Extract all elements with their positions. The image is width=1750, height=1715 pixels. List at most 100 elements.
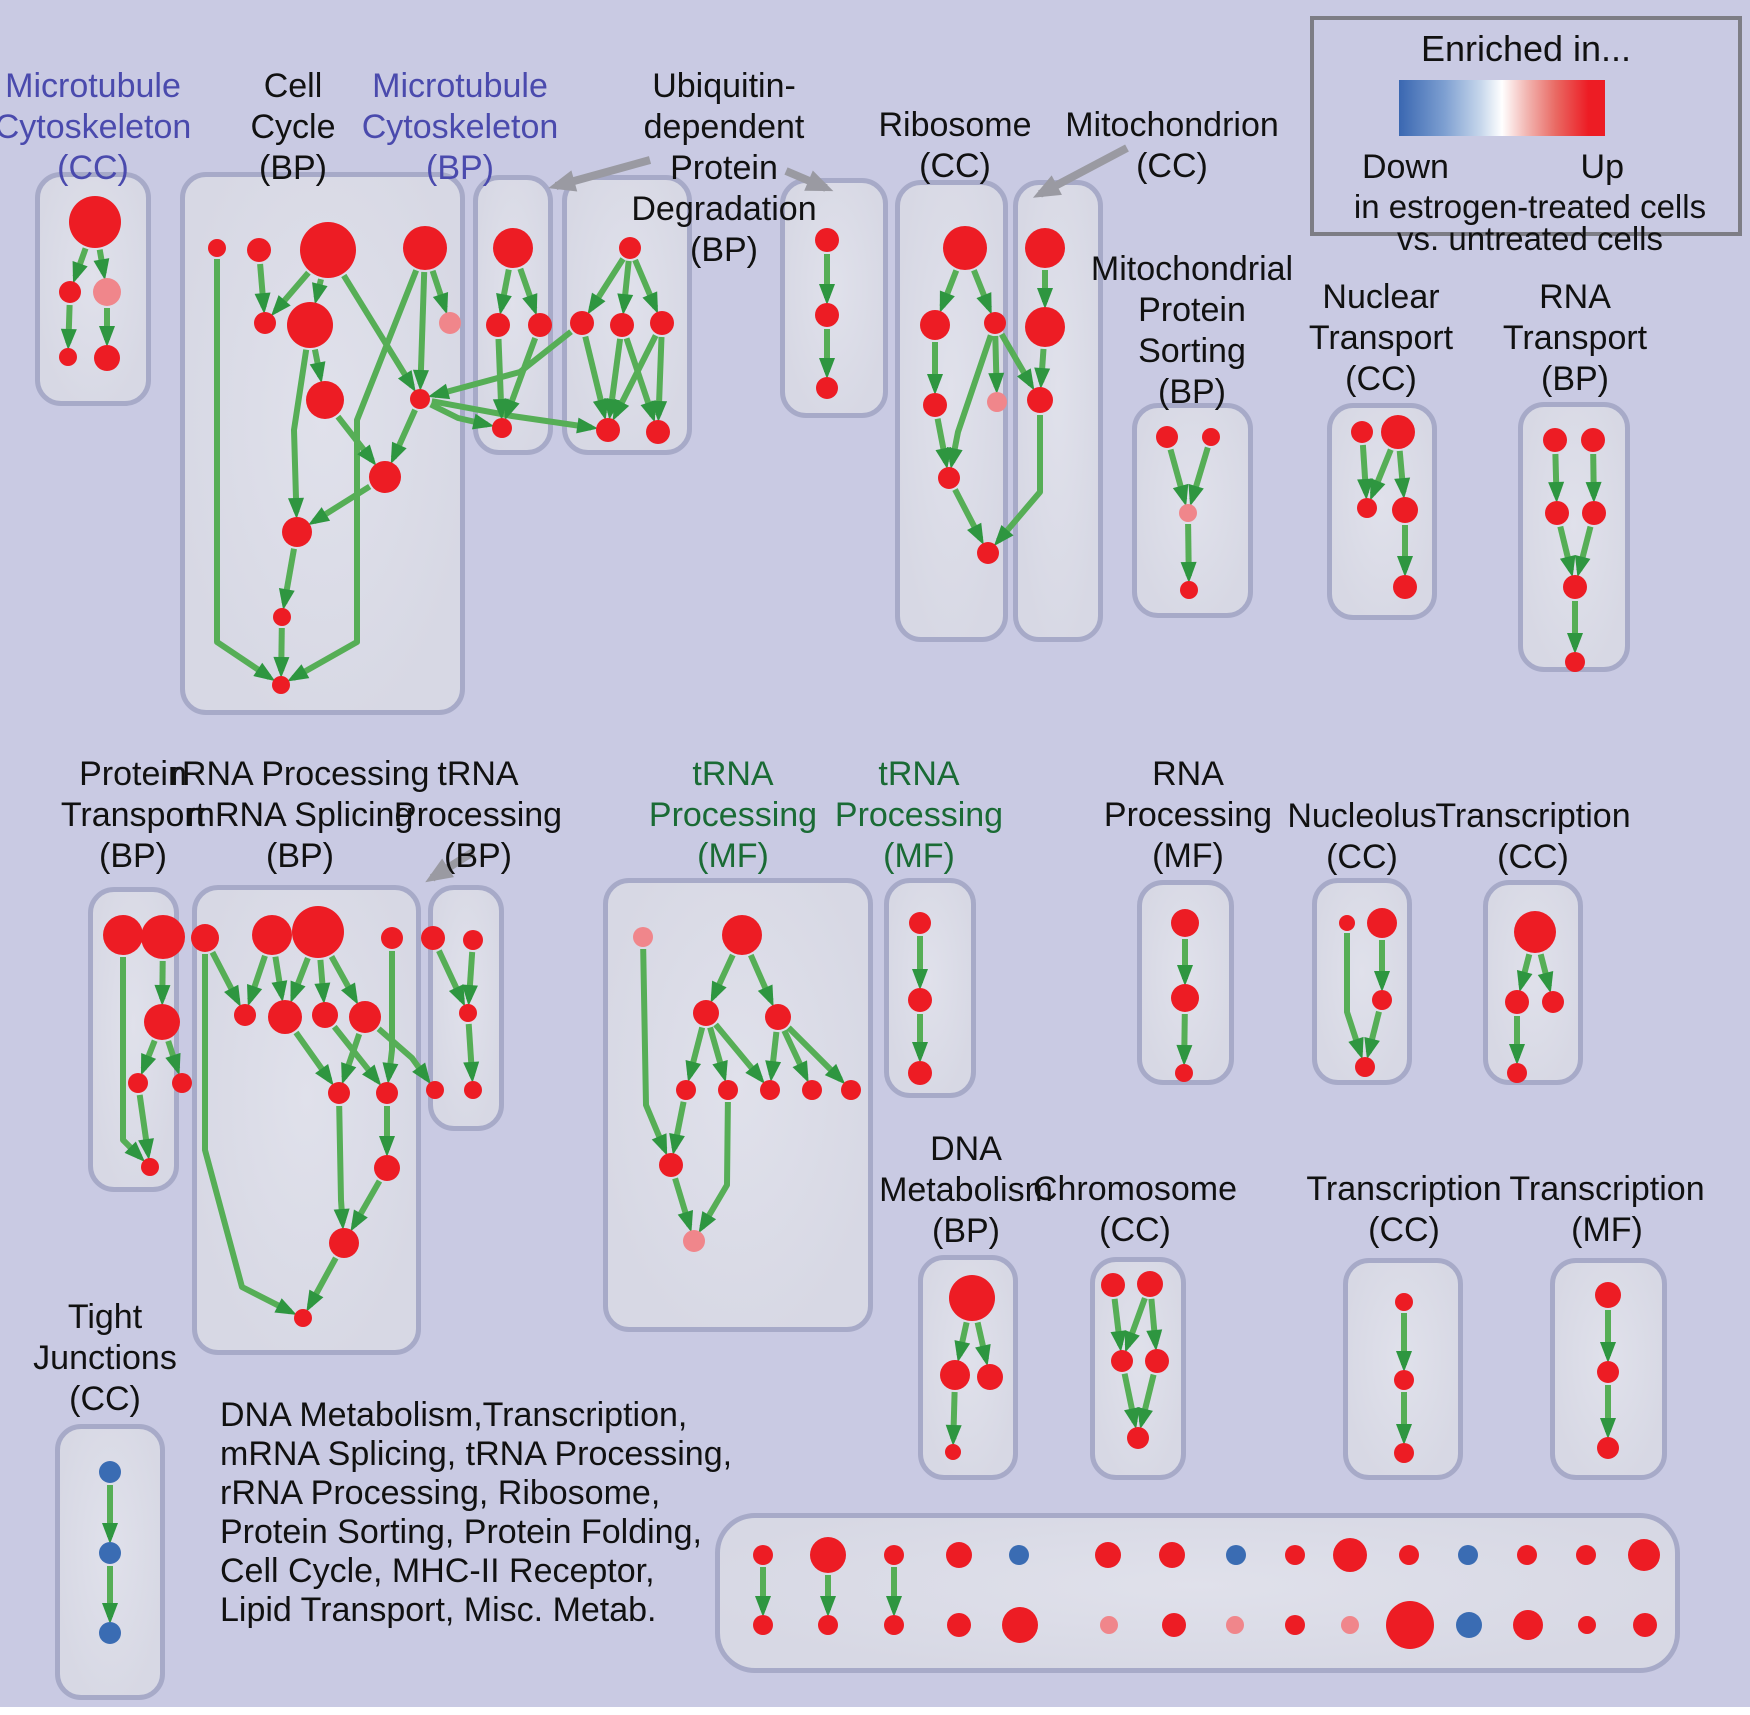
go-term-node-p4 (1180, 581, 1198, 599)
go-term-node-m2 (1025, 307, 1065, 347)
enrichment-edge (1110, 1298, 1127, 1353)
go-term-node-i2 (1171, 984, 1199, 1012)
go-term-node-f3 (1597, 1437, 1619, 1459)
go-term-node-n5 (1393, 575, 1417, 599)
go-term-node-e2 (252, 915, 292, 955)
legend-up-label: Up (1580, 148, 1624, 186)
enrichment-edge (1369, 448, 1394, 501)
go-term-node-bb1 (753, 1615, 773, 1635)
cluster-label-rrna-mrna: rRNA Processing mRNA Splicing (BP) (170, 755, 430, 875)
enrichment-edge (698, 1101, 731, 1234)
cluster-label-mito-protein-sorting: Mitochondrial Protein Sorting (BP) (1090, 250, 1294, 411)
go-term-node-i1 (1171, 909, 1199, 937)
cluster-label-ubiquitin-degradation: Ubiquitin-dependent Protein Degradation (BP… (631, 67, 817, 269)
enrichment-edge (312, 278, 328, 305)
go-term-node-bt7 (1159, 1542, 1185, 1568)
go-term-node-c3 (300, 222, 356, 278)
go-term-node-u2 (570, 311, 594, 335)
go-term-node-c7 (439, 312, 461, 334)
enrichment-edge (952, 488, 984, 546)
enrichment-edge (1124, 1297, 1148, 1353)
go-term-node-c5 (254, 312, 276, 334)
go-term-node-bb11 (1386, 1601, 1434, 1649)
go-term-node-t0 (633, 927, 653, 947)
go-term-node-a4 (59, 348, 77, 366)
enrichment-edge (713, 1022, 765, 1084)
enrichment-edge (308, 483, 372, 526)
go-term-node-w2 (141, 915, 185, 959)
go-term-node-v1 (815, 228, 839, 252)
go-term-node-c4 (403, 226, 447, 270)
go-term-node-bt4 (946, 1542, 972, 1568)
enrichment-edge (1537, 953, 1554, 994)
go-term-node-c10 (369, 461, 401, 493)
go-term-node-e3 (292, 906, 344, 958)
go-term-node-g4 (426, 1081, 444, 1099)
cluster-label-protein-transport: Protein Transport (BP) (60, 755, 206, 875)
go-term-node-g1 (421, 926, 445, 950)
go-term-node-bt11 (1399, 1545, 1419, 1565)
enrichment-edge (707, 1026, 728, 1083)
legend-down-label: Down (1362, 148, 1449, 186)
go-term-node-c8 (306, 381, 344, 419)
go-term-node-t3 (765, 1004, 791, 1030)
enrichment-edge (939, 269, 960, 313)
go-term-node-r1 (943, 226, 987, 270)
go-term-node-w6 (141, 1158, 159, 1176)
go-term-node-c9 (410, 389, 430, 409)
go-term-node-x3 (1542, 991, 1564, 1013)
cluster-label-tight-junctions: Tight Junctions (CC) (33, 1298, 177, 1418)
go-term-node-e8 (349, 1001, 381, 1033)
enrichment-edge (287, 269, 419, 682)
go-term-node-bt5 (1009, 1545, 1029, 1565)
go-term-node-q1 (1543, 428, 1567, 452)
cluster-label-transcription-cc-lower: Transcription (CC) (1306, 1170, 1502, 1249)
go-term-node-e12 (329, 1228, 359, 1258)
go-term-node-k2 (683, 1230, 705, 1252)
go-term-node-bb6 (1100, 1616, 1118, 1634)
go-term-node-i3 (1175, 1064, 1193, 1082)
cluster-label-mitochondrion: Mitochondrion (CC) (1065, 106, 1279, 185)
enrichment-edge (376, 1026, 431, 1085)
go-term-node-n3 (1357, 498, 1377, 518)
enrichment-edge (382, 951, 399, 1085)
enrichment-edge (504, 337, 539, 421)
enrichment-edge (1180, 523, 1197, 583)
note-line: DNA Metabolism,Transcription, (220, 1396, 688, 1434)
enrichment-edge (1344, 933, 1364, 1060)
enrichment-edge (214, 259, 276, 682)
enrichment-edge (202, 954, 297, 1315)
go-term-node-r3 (984, 312, 1006, 334)
go-term-node-e4 (381, 927, 403, 949)
go-term-node-t2 (693, 1000, 719, 1026)
enrichment-edge (270, 270, 311, 317)
cluster-label-trna-bp: tRNA Processing (BP) (393, 755, 563, 875)
enrichment-edge (60, 304, 77, 350)
go-term-node-o4 (1355, 1057, 1375, 1077)
cluster-label-rna-processing-mf: RNA Processing (MF) (1103, 755, 1273, 875)
go-term-node-bb2 (818, 1615, 838, 1635)
legend-subtitle-1: in estrogen-treated cells (1353, 188, 1707, 225)
go-term-node-u6 (646, 420, 670, 444)
go-term-node-u3 (610, 313, 634, 337)
go-term-node-y4 (1145, 1349, 1169, 1373)
cluster-label-microtubule-bp: Microtubule Cytoskeleton (BP) (361, 67, 559, 187)
go-term-node-c13 (272, 676, 290, 694)
go-term-node-c6 (287, 302, 333, 348)
go-term-node-a2 (59, 281, 81, 303)
enrichment-edge (1034, 348, 1051, 389)
go-term-node-s5 (841, 1080, 861, 1100)
go-term-node-a5 (94, 345, 120, 371)
go-term-node-x2 (1505, 990, 1529, 1014)
go-term-node-bb14 (1578, 1616, 1596, 1634)
enrichment-edge (971, 269, 992, 315)
go-term-node-n2 (1381, 415, 1415, 449)
go-term-node-n4 (1392, 497, 1418, 523)
go-term-node-e11 (374, 1155, 400, 1181)
go-term-node-u4 (650, 311, 674, 335)
enrichment-edge (328, 955, 359, 1005)
go-term-node-h2 (908, 988, 932, 1012)
go-term-node-bb15 (1633, 1613, 1657, 1637)
cluster-label-rna-transport: RNA Transport (BP) (1502, 278, 1648, 398)
legend: Enriched in... Down Up in estrogen-treat… (1310, 16, 1742, 257)
